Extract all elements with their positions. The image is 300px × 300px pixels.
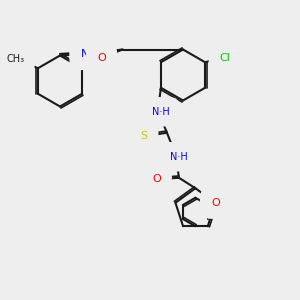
Text: O: O	[97, 53, 106, 63]
Text: Cl: Cl	[220, 53, 231, 63]
Text: N·H: N·H	[152, 107, 170, 117]
Text: CH₃: CH₃	[7, 54, 25, 64]
Text: N: N	[80, 49, 89, 59]
Text: O: O	[211, 198, 220, 208]
Text: S: S	[140, 131, 147, 141]
Text: O: O	[152, 174, 161, 184]
Text: N·H: N·H	[170, 152, 188, 162]
